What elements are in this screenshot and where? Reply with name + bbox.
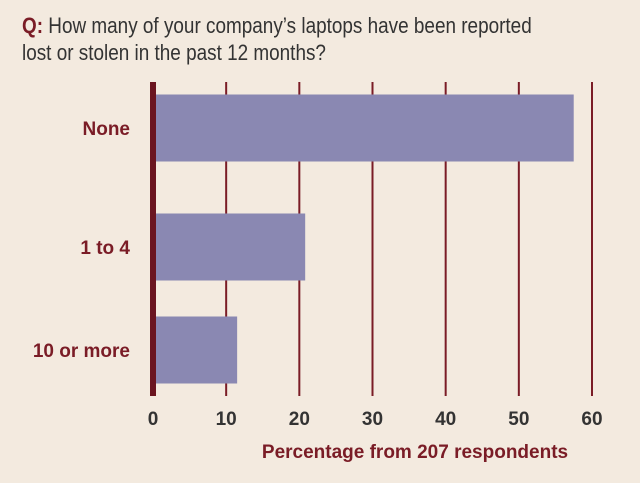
category-labels: None 1 to 4 10 or more bbox=[33, 119, 131, 362]
x-tick-labels: 0 10 20 30 40 50 60 bbox=[148, 409, 603, 430]
x-tick-label-10: 10 bbox=[216, 409, 237, 430]
category-label-2: 10 or more bbox=[33, 341, 130, 362]
x-tick-label-50: 50 bbox=[508, 409, 529, 430]
question-prefix: Q: bbox=[22, 13, 44, 38]
question-text: How many of your company’s laptops have … bbox=[22, 13, 532, 65]
x-axis-label: Percentage from 207 respondents bbox=[262, 442, 568, 463]
bars bbox=[153, 94, 574, 384]
x-tick-label-40: 40 bbox=[435, 409, 456, 430]
x-tick-label-60: 60 bbox=[581, 409, 602, 430]
bar-0 bbox=[153, 94, 574, 162]
bar-2 bbox=[153, 316, 238, 384]
category-label-0: None bbox=[83, 119, 131, 140]
x-tick-label-30: 30 bbox=[362, 409, 383, 430]
x-tick-label-20: 20 bbox=[289, 409, 310, 430]
category-label-1: 1 to 4 bbox=[80, 238, 130, 259]
bar-1 bbox=[153, 213, 306, 281]
chart-title: Q: How many of your company’s laptops ha… bbox=[22, 12, 538, 66]
x-tick-label-0: 0 bbox=[148, 409, 159, 430]
